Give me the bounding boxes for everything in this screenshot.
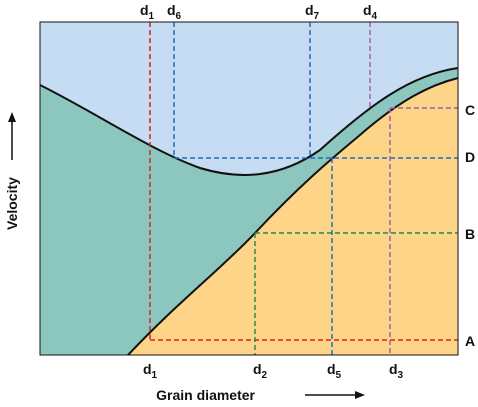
- d-base: d: [363, 2, 372, 18]
- d-base: d: [140, 2, 149, 18]
- d-label: d3: [389, 361, 404, 381]
- d-sub: 3: [398, 370, 404, 381]
- x-axis-label: Grain diameter: [156, 387, 255, 403]
- level-label: D: [465, 149, 475, 165]
- d-label: d7: [305, 2, 320, 22]
- d-sub: 1: [152, 370, 158, 381]
- level-label: A: [465, 333, 475, 349]
- d-label: d5: [327, 361, 342, 381]
- d-label: d6: [167, 2, 182, 22]
- level-label: B: [465, 226, 475, 242]
- d-label: d1: [143, 361, 158, 381]
- y-axis-label: Velocity: [4, 177, 20, 230]
- d-sub: 6: [176, 11, 182, 22]
- d-label: d2: [253, 361, 268, 381]
- erosion-curve: [39, 67, 459, 176]
- deposition-region: [128, 78, 458, 355]
- x-arrow-head: [355, 391, 365, 399]
- d-sub: 4: [372, 11, 378, 22]
- d-base: d: [389, 361, 398, 377]
- y-arrow-head: [8, 112, 16, 122]
- level-label: C: [465, 102, 475, 118]
- deposition-curve: [127, 77, 459, 356]
- frame: [39, 21, 459, 356]
- d-sub: 5: [336, 370, 342, 381]
- d-base: d: [253, 361, 262, 377]
- guide-lines: [149, 22, 458, 355]
- d-sub: 7: [314, 11, 320, 22]
- d-base: d: [143, 361, 152, 377]
- d-label: d1: [140, 2, 155, 22]
- d-sub: 2: [262, 370, 268, 381]
- d-label: d4: [363, 2, 378, 22]
- d-base: d: [305, 2, 314, 18]
- d-base: d: [327, 361, 336, 377]
- d-sub: 1: [149, 11, 155, 22]
- d-base: d: [167, 2, 176, 18]
